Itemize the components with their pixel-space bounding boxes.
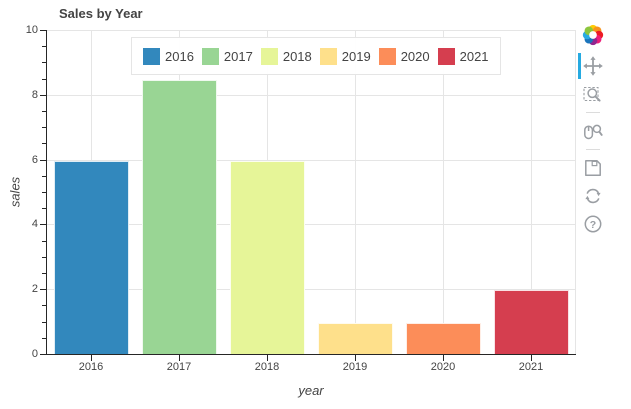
legend-swatch [378,47,396,65]
y-axis-line [46,30,47,355]
active-tool-indicator [578,53,581,79]
gridline-vertical [355,31,356,355]
legend-item-2020: 2020 [378,47,430,65]
legend-item-2018: 2018 [260,47,312,65]
x-tick-mark [355,355,356,361]
y-tick-label: 4 [31,218,38,231]
x-axis-line [46,354,576,355]
legend: 2016 2017 2018 2019 2020 2021 [131,37,501,75]
y-tick-mark [40,30,46,31]
y-tick-mark [42,305,46,307]
y-tick-mark [42,78,46,80]
help-icon: ? [584,215,602,233]
x-tick-mark [267,355,268,361]
y-tick-mark [42,62,46,64]
legend-item-2017: 2017 [201,47,253,65]
box-zoom-icon [583,86,601,102]
legend-label: 2020 [400,48,430,64]
toolbar-divider [586,149,600,150]
y-tick-mark [40,224,46,226]
svg-text:?: ? [590,219,596,231]
bokeh-logo-link[interactable] [582,24,604,46]
save-icon [585,160,601,176]
y-tick-mark [42,208,46,210]
gridline-vertical [531,31,532,355]
y-tick-mark [42,111,46,112]
gridline-horizontal [47,159,575,161]
x-tick-label: 2019 [342,361,368,373]
plot-area[interactable] [47,30,576,355]
y-tick-label: 6 [31,153,38,166]
legend-swatch [260,47,278,65]
toolbar: ? [577,24,609,238]
gridline-vertical [443,31,444,355]
legend-swatch [319,47,337,65]
pan-tool-button[interactable] [578,52,608,80]
y-tick-mark [42,321,46,323]
y-tick-mark [42,240,46,242]
x-tick-mark [531,355,532,361]
bar-2021 [493,290,569,355]
help-tool-button[interactable]: ? [578,210,608,238]
x-tick-label: 2021 [518,361,544,373]
y-tick-mark [40,94,46,96]
y-tick-mark [42,127,46,129]
gridline-horizontal [47,289,575,291]
y-tick-mark [42,273,46,274]
y-tick-label: 8 [31,88,38,101]
y-tick-mark [42,143,46,145]
legend-label: 2017 [223,48,253,64]
pan-icon [583,56,603,76]
y-tick-mark [42,46,46,48]
chart-title: Sales by Year [59,6,143,21]
x-tick-label: 2018 [254,361,280,373]
legend-label: 2021 [459,48,489,64]
x-tick-label: 2016 [78,361,104,373]
y-tick-mark [42,192,46,193]
x-tick-mark [179,355,180,361]
x-tick-label: 2017 [166,361,192,373]
gridline-horizontal [47,94,575,96]
legend-swatch [143,47,160,65]
y-axis-title: sales [7,176,23,208]
x-axis-title: year [298,383,324,398]
legend-label: 2016 [165,48,194,64]
y-tick-mark [42,175,46,177]
toolbar-divider [586,112,600,113]
legend-item-2019: 2019 [319,47,371,65]
bar-2018 [229,160,305,355]
x-tick-label: 2020 [430,361,456,373]
gridline-horizontal [47,224,575,226]
box-zoom-tool-button[interactable] [578,80,608,108]
save-tool-button[interactable] [578,154,608,182]
y-tick-mark [40,289,46,291]
reset-icon [585,188,601,204]
bar-2016 [53,160,129,355]
legend-label: 2018 [282,48,312,64]
y-tick-label: 0 [31,348,38,360]
legend-item-2016: 2016 [143,47,194,65]
bar-2020 [405,322,481,355]
x-tick-mark [443,355,444,361]
legend-swatch [437,47,455,65]
y-tick-mark [42,337,46,339]
bar-2017 [141,79,217,355]
bokeh-logo-icon [582,24,604,46]
bar-2019 [317,322,393,355]
y-tick-mark [40,354,46,355]
legend-swatch [201,47,219,65]
legend-item-2021: 2021 [437,47,489,65]
legend-label: 2019 [341,48,371,64]
wheel-zoom-icon [584,124,603,140]
wheel-zoom-tool-button[interactable] [578,117,608,145]
y-tick-label: 2 [31,283,38,296]
y-tick-mark [40,159,46,161]
y-tick-label: 10 [25,24,38,36]
gridline-horizontal [47,30,575,31]
x-tick-mark [91,355,92,361]
reset-tool-button[interactable] [578,182,608,210]
y-tick-mark [42,256,46,258]
